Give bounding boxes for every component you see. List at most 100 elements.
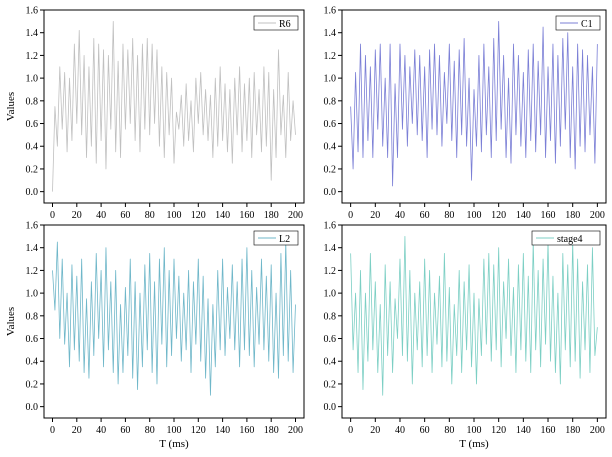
legend: R6 [253,15,299,31]
x-tick-label: 20 [370,425,380,436]
series-line-c1 [350,20,598,187]
x-tick-label: 180 [264,425,279,436]
x-tick-label: 200 [590,210,605,221]
x-tick-label: 180 [565,425,580,436]
x-tick-label: 0 [348,425,353,436]
x-tick-label: 80 [444,425,454,436]
x-tick-label: 180 [565,210,580,221]
x-tick-label: 100 [467,425,482,436]
y-tick-label: 0.6 [324,334,337,345]
x-tick-label: 120 [191,425,206,436]
x-tick-label: 80 [145,425,155,436]
legend-box [531,230,601,246]
y-tick-label: 0.4 [26,142,39,153]
x-tick-label: 200 [590,425,605,436]
y-tick-label: 0.8 [324,96,337,107]
y-tick-label: 1.0 [324,289,337,300]
x-axis-title: T (ms) [459,438,489,450]
x-tick-label: 0 [348,210,353,221]
y-tick-label: 1.6 [324,6,337,17]
y-tick-label: 1.0 [324,74,337,85]
x-tick-label: 20 [72,425,82,436]
x-tick-label: 0 [50,425,55,436]
y-tick-label: 1.2 [26,266,39,277]
y-tick-label: 0.0 [26,187,39,198]
x-tick-label: 180 [264,210,279,221]
x-tick-label: 100 [167,210,182,221]
y-tick-label: 0.4 [324,142,337,153]
y-tick-label: 1.0 [26,289,39,300]
x-tick-label: 40 [96,425,106,436]
y-tick-label: 1.4 [26,28,39,39]
legend-label: L2 [279,234,290,245]
y-tick-label: 0.2 [324,379,337,390]
y-tick-label: 0.0 [324,402,337,413]
y-tick-label: 1.4 [324,28,337,39]
y-tick-label: 1.2 [324,51,337,62]
y-tick-label: 0.6 [26,334,39,345]
x-tick-label: 0 [50,210,55,221]
x-tick-label: 140 [215,425,230,436]
legend-label: R6 [279,19,291,30]
x-axis-title: T (ms) [159,438,189,450]
legend-label: stage4 [557,234,583,245]
y-tick-label: 0.8 [324,311,337,322]
x-tick-label: 160 [541,210,556,221]
x-tick-label: 160 [239,210,254,221]
x-tick-label: 100 [167,425,182,436]
x-tick-label: 20 [72,210,82,221]
legend: C1 [555,15,601,31]
y-tick-label: 1.6 [26,221,39,232]
x-tick-label: 60 [420,210,430,221]
y-tick-label: 0.6 [324,119,337,130]
x-tick-label: 200 [288,425,303,436]
x-tick-label: 40 [395,210,405,221]
y-axis-title: Values [5,92,17,121]
x-tick-label: 140 [215,210,230,221]
legend: stage4 [531,230,601,246]
y-tick-label: 1.2 [26,51,39,62]
y-tick-label: 0.8 [26,311,39,322]
x-tick-label: 40 [395,425,405,436]
y-tick-label: 1.2 [324,266,337,277]
chart-panel-1: 0 20 40 60 80 100 120 140 160 180 200 0.0 0.2 0.4 0.6 0… [5,6,305,221]
chart-panel-2: 0 20 40 60 80 100 120 140 160 180 200 0.0 0.2 0.4 0.6 0… [324,6,607,221]
x-tick-label: 20 [370,210,380,221]
x-tick-label: 60 [120,425,130,436]
series-line-r6 [52,20,296,192]
series-line-l2 [52,241,296,396]
y-tick-label: 0.4 [324,357,337,368]
y-tick-label: 0.4 [26,357,39,368]
y-tick-label: 0.0 [324,187,337,198]
x-tick-label: 120 [491,425,506,436]
x-tick-label: 160 [541,425,556,436]
y-tick-label: 0.2 [324,164,337,175]
chart-panel-4: 0 20 40 60 80 100 120 140 160 180 200 0.0 0.2 0.4 0.6 0… [324,221,607,450]
x-tick-label: 140 [516,425,531,436]
y-tick-label: 1.6 [26,6,39,17]
y-tick-label: 0.0 [26,402,39,413]
series-line-stage4 [350,235,598,396]
chart-panel-3: 0 20 40 60 80 100 120 140 160 180 200 0.0 0.2 0.4 0.6 0… [5,221,305,450]
x-tick-label: 60 [420,425,430,436]
y-axis-title: Values [5,307,17,336]
x-tick-label: 60 [120,210,130,221]
y-tick-label: 0.6 [26,119,39,130]
x-tick-label: 160 [239,425,254,436]
x-tick-label: 80 [444,210,454,221]
y-tick-label: 1.0 [26,74,39,85]
x-tick-label: 120 [191,210,206,221]
x-tick-label: 40 [96,210,106,221]
legend-label: C1 [581,19,593,30]
x-tick-label: 100 [467,210,482,221]
y-tick-label: 0.2 [26,379,39,390]
y-tick-label: 1.4 [26,243,39,254]
y-tick-label: 0.2 [26,164,39,175]
x-tick-label: 200 [288,210,303,221]
x-tick-label: 80 [145,210,155,221]
x-tick-label: 140 [516,210,531,221]
y-tick-label: 1.6 [324,221,337,232]
x-tick-label: 120 [491,210,506,221]
legend: L2 [253,230,299,246]
